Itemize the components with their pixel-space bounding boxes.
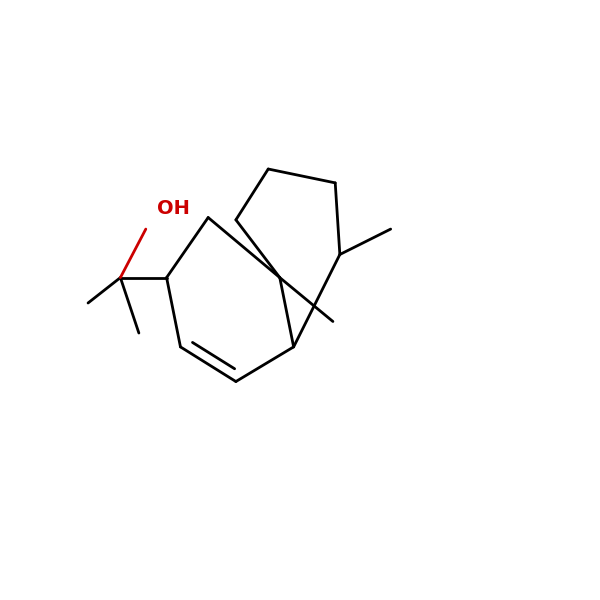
Text: OH: OH	[157, 199, 190, 218]
